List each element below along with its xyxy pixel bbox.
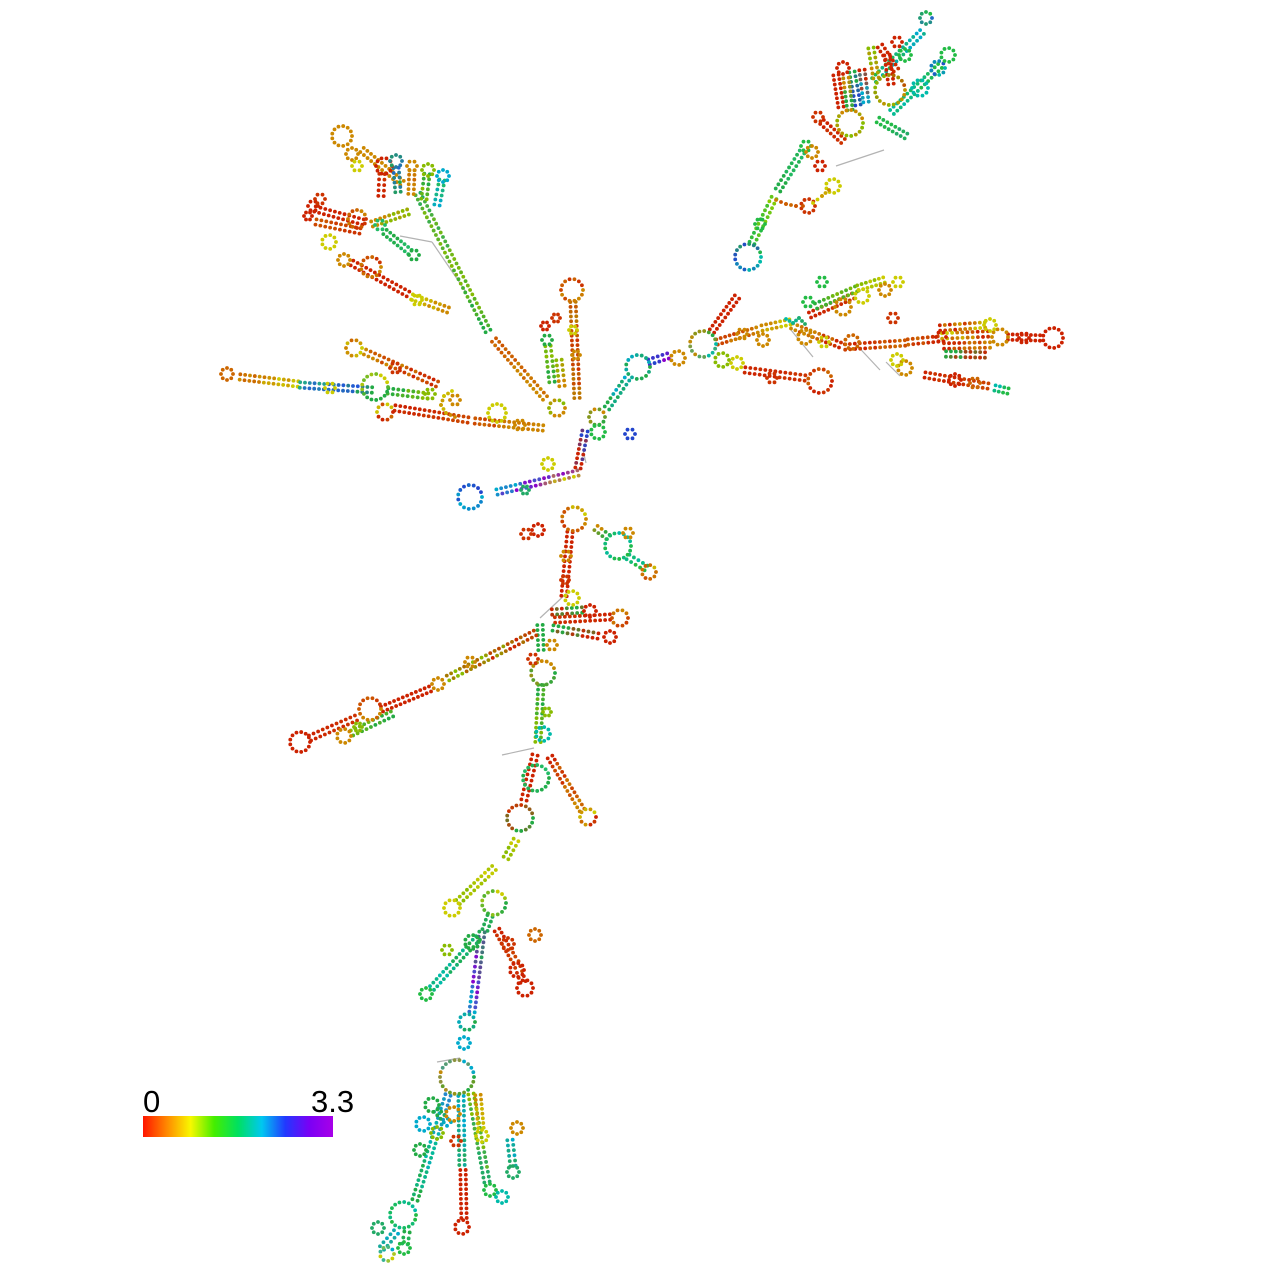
legend-max-label: 3.3 [311, 1084, 354, 1119]
structure-loop-fills [221, 12, 1063, 1261]
color-scale-legend: 0 3.3 [143, 1084, 354, 1137]
legend-gradient-bar [143, 1116, 333, 1137]
structure-loop-beads [219, 10, 1065, 1263]
legend-min-label: 0 [143, 1084, 160, 1119]
structure-strands [439, 188, 831, 419]
